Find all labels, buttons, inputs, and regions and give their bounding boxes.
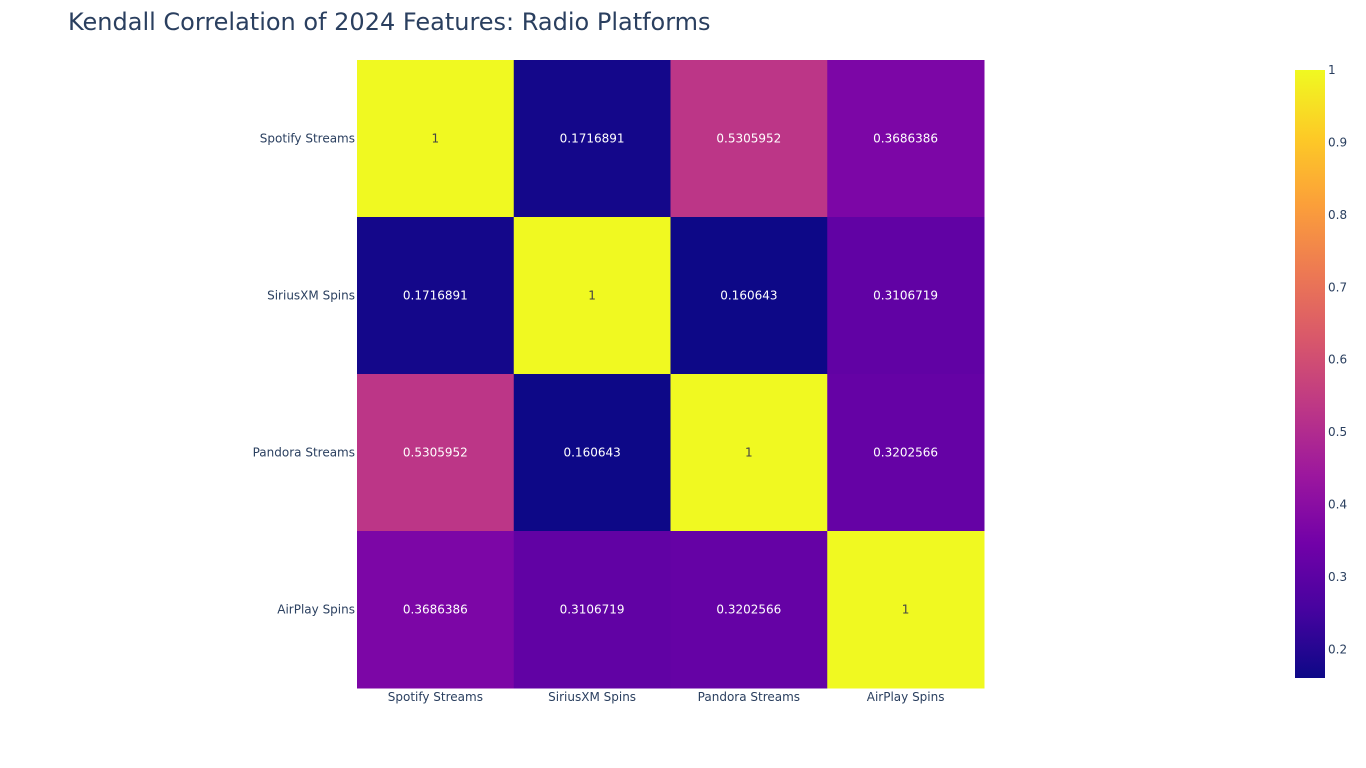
cell-value-label: 0.3202566 bbox=[716, 603, 781, 617]
cell-value-label: 0.3106719 bbox=[560, 603, 625, 617]
cell-value-label: 0.5305952 bbox=[716, 132, 781, 146]
cell-value-label: 0.5305952 bbox=[403, 446, 468, 460]
colorbar-tick-label: 0.7 bbox=[1328, 280, 1347, 294]
colorbar-tick-label: 0.8 bbox=[1328, 208, 1347, 222]
colorbar-tick-label: 1 bbox=[1328, 63, 1336, 77]
heatmap-cell-labels: 1 0.1716891 0.5305952 0.3686386 0.1716891 1 0.… bbox=[403, 132, 938, 617]
colorbar-tick-label: 0.3 bbox=[1328, 570, 1347, 584]
cell-value-label: 0.3686386 bbox=[403, 603, 468, 617]
heatmap-cell bbox=[827, 374, 985, 532]
heatmap-cell bbox=[513, 531, 671, 689]
colorbar-ticks: 0.2 0.3 0.4 0.5 0.6 0.7 0.8 0.9 1 bbox=[1328, 63, 1347, 656]
heatmap-cell bbox=[357, 531, 515, 689]
x-tick-label: AirPlay Spins bbox=[867, 690, 945, 704]
cell-value-label: 1 bbox=[588, 289, 596, 303]
cell-value-label: 0.3106719 bbox=[873, 289, 938, 303]
x-tick-label: Pandora Streams bbox=[698, 690, 800, 704]
cell-value-label: 0.1716891 bbox=[403, 289, 468, 303]
heatmap-cell bbox=[357, 374, 515, 532]
cell-value-label: 0.3686386 bbox=[873, 132, 938, 146]
colorbar-tick-label: 0.4 bbox=[1328, 498, 1347, 512]
heatmap-cells bbox=[357, 60, 985, 689]
cell-value-label: 1 bbox=[902, 603, 910, 617]
y-tick-label: Spotify Streams bbox=[260, 132, 355, 146]
heatmap-cell bbox=[513, 374, 671, 532]
heatmap-cell bbox=[357, 217, 515, 375]
heatmap-cell bbox=[513, 217, 671, 375]
colorbar-tick-label: 0.5 bbox=[1328, 425, 1347, 439]
cell-value-label: 1 bbox=[745, 446, 753, 460]
x-tick-label: Spotify Streams bbox=[388, 690, 483, 704]
chart-title: Kendall Correlation of 2024 Features: Ra… bbox=[68, 8, 711, 36]
cell-value-label: 0.160643 bbox=[720, 289, 777, 303]
x-axis-ticks: Spotify Streams SiriusXM Spins Pandora Str… bbox=[388, 690, 945, 704]
x-tick-label: SiriusXM Spins bbox=[548, 690, 636, 704]
heatmap-cell bbox=[827, 531, 985, 689]
cell-value-label: 0.160643 bbox=[563, 446, 620, 460]
colorbar-tick-label: 0.2 bbox=[1328, 642, 1347, 656]
heatmap-cell bbox=[357, 60, 515, 218]
y-tick-label: AirPlay Spins bbox=[277, 603, 355, 617]
y-axis-ticks: Spotify Streams SiriusXM Spins Pandora Str… bbox=[253, 132, 355, 617]
cell-value-label: 0.3202566 bbox=[873, 446, 938, 460]
colorbar bbox=[1295, 70, 1325, 678]
colorbar-tick-label: 0.9 bbox=[1328, 135, 1347, 149]
heatmap-cell bbox=[827, 60, 985, 218]
heatmap-cell bbox=[670, 60, 828, 218]
y-tick-label: SiriusXM Spins bbox=[267, 289, 355, 303]
cell-value-label: 0.1716891 bbox=[560, 132, 625, 146]
cell-value-label: 1 bbox=[432, 132, 440, 146]
heatmap-cell bbox=[670, 531, 828, 689]
heatmap-cell bbox=[670, 374, 828, 532]
heatmap-cell bbox=[827, 217, 985, 375]
colorbar-tick-label: 0.6 bbox=[1328, 353, 1347, 367]
heatmap-cell bbox=[513, 60, 671, 218]
y-tick-label: Pandora Streams bbox=[253, 446, 355, 460]
heatmap-cell bbox=[670, 217, 828, 375]
